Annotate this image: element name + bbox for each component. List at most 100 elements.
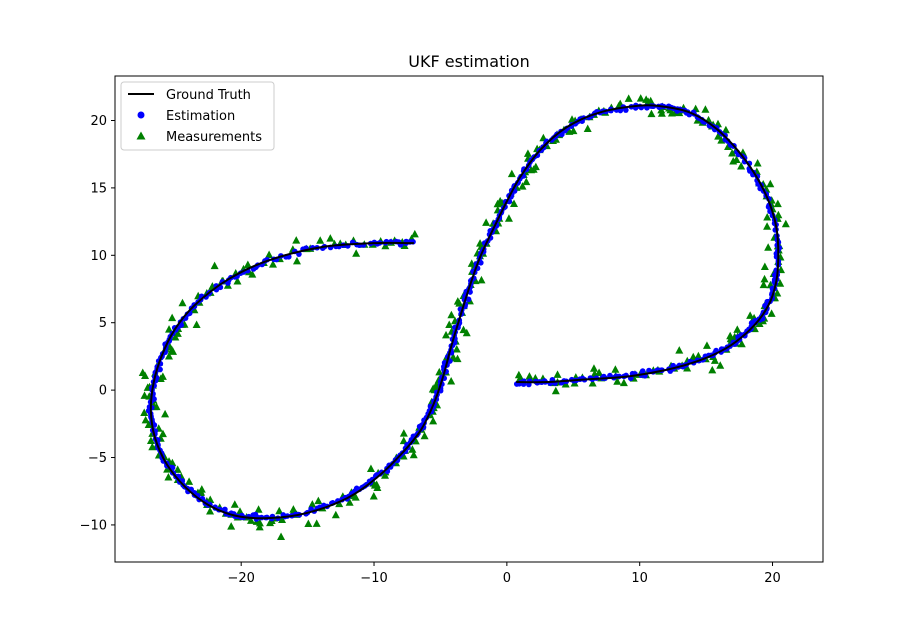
- measurement-point: [230, 500, 239, 508]
- measurement-point: [178, 298, 187, 307]
- measurement-point: [210, 261, 219, 270]
- y-tick-label: 5: [99, 316, 107, 331]
- measurement-point: [774, 210, 783, 219]
- y-tick-label: −10: [80, 518, 107, 533]
- measurement-point: [613, 377, 622, 385]
- measurement-point: [732, 155, 741, 163]
- measurement-point: [206, 507, 215, 515]
- measurement-point: [763, 213, 772, 221]
- measurement-point: [140, 391, 149, 399]
- measurement-point: [156, 374, 165, 383]
- measurement-point: [289, 505, 298, 513]
- measurement-point: [644, 97, 653, 105]
- y-tick-label: −5: [88, 451, 107, 466]
- measurement-point: [352, 249, 361, 257]
- estimation-point: [465, 296, 472, 303]
- measurement-point: [619, 378, 628, 387]
- estimation-point: [222, 506, 228, 513]
- measurement-point: [447, 310, 456, 319]
- measurement-point: [737, 161, 746, 170]
- measurement-point: [728, 148, 737, 157]
- estimation-point: [623, 107, 629, 113]
- measurement-point: [197, 485, 206, 493]
- measurement-point: [435, 367, 444, 376]
- x-tick-label: 20: [764, 571, 781, 586]
- measurement-point: [525, 372, 534, 380]
- measurement-point: [636, 94, 645, 102]
- measurement-point: [410, 229, 419, 238]
- ground-truth-line: [149, 104, 780, 520]
- measurement-point: [326, 234, 335, 242]
- measurement-point: [518, 182, 527, 190]
- measurement-point: [702, 341, 711, 349]
- measurement-point: [445, 320, 454, 329]
- measurement-point: [724, 142, 733, 151]
- measurement-point: [773, 199, 782, 208]
- measurement-point: [161, 409, 170, 418]
- measurement-point: [510, 199, 519, 207]
- legend-triangle-icon: [136, 131, 146, 140]
- measurement-point: [255, 522, 264, 531]
- measurement-point: [683, 364, 692, 372]
- measurement-point: [168, 458, 177, 467]
- measurement-point: [369, 491, 378, 500]
- measurement-point: [366, 464, 375, 473]
- measurement-point: [452, 345, 461, 353]
- measurement-point: [314, 496, 323, 505]
- measurement-point: [647, 109, 656, 118]
- legend-circle-icon: [137, 111, 145, 119]
- y-tick-label: 0: [99, 384, 107, 399]
- measurement-point: [420, 431, 429, 440]
- y-tick-label: 20: [90, 114, 107, 129]
- measurement-point: [190, 305, 199, 314]
- measurement-point: [657, 105, 666, 114]
- measurement-point: [477, 275, 486, 284]
- measurement-point: [278, 515, 287, 524]
- measurement-point: [141, 415, 150, 424]
- measurement-point: [399, 436, 408, 445]
- y-tick-label: 10: [90, 249, 107, 264]
- measurement-point: [292, 256, 301, 265]
- measurement-point: [233, 276, 242, 285]
- measurement-point: [164, 473, 173, 481]
- legend-label-estimation: Estimation: [166, 109, 235, 124]
- measurement-point: [708, 365, 717, 374]
- measurement-point: [760, 274, 769, 283]
- axes-frame: [114, 75, 824, 563]
- measurement-point: [442, 330, 451, 339]
- measurement-point: [624, 94, 633, 102]
- measurement-point: [246, 516, 255, 524]
- measurement-point: [611, 365, 620, 373]
- measurement-point: [717, 136, 726, 144]
- measurement-point: [409, 450, 418, 459]
- estimation-point: [646, 367, 652, 374]
- measurement-point: [504, 214, 513, 222]
- measurement-point: [331, 510, 340, 519]
- measurement-point: [292, 236, 301, 244]
- measurement-point: [714, 132, 723, 140]
- measurement-point: [767, 309, 776, 317]
- measurement-point: [138, 368, 147, 377]
- measurement-point: [265, 250, 274, 259]
- measurement-point: [268, 260, 277, 268]
- measurement-point: [169, 347, 178, 355]
- measurement-point: [781, 219, 790, 228]
- legend-label-ground-truth: Ground Truth: [166, 88, 251, 103]
- measurement-point: [507, 169, 516, 178]
- measurement-point: [275, 506, 284, 515]
- measurement-point: [565, 127, 574, 135]
- plot-area: [138, 94, 790, 541]
- measurement-point: [776, 279, 785, 287]
- measurement-point: [753, 159, 762, 167]
- measurement-point: [716, 361, 725, 369]
- legend: Ground Truth Estimation Measurements: [120, 81, 275, 151]
- measurement-point: [583, 124, 592, 133]
- x-tick-label: 0: [503, 571, 511, 586]
- measurement-point: [146, 436, 155, 444]
- measurement-point: [304, 519, 313, 528]
- measurement-point: [764, 243, 773, 251]
- measurement-point: [551, 386, 560, 395]
- chart-title: UKF estimation: [408, 52, 529, 71]
- measurement-point: [694, 351, 703, 360]
